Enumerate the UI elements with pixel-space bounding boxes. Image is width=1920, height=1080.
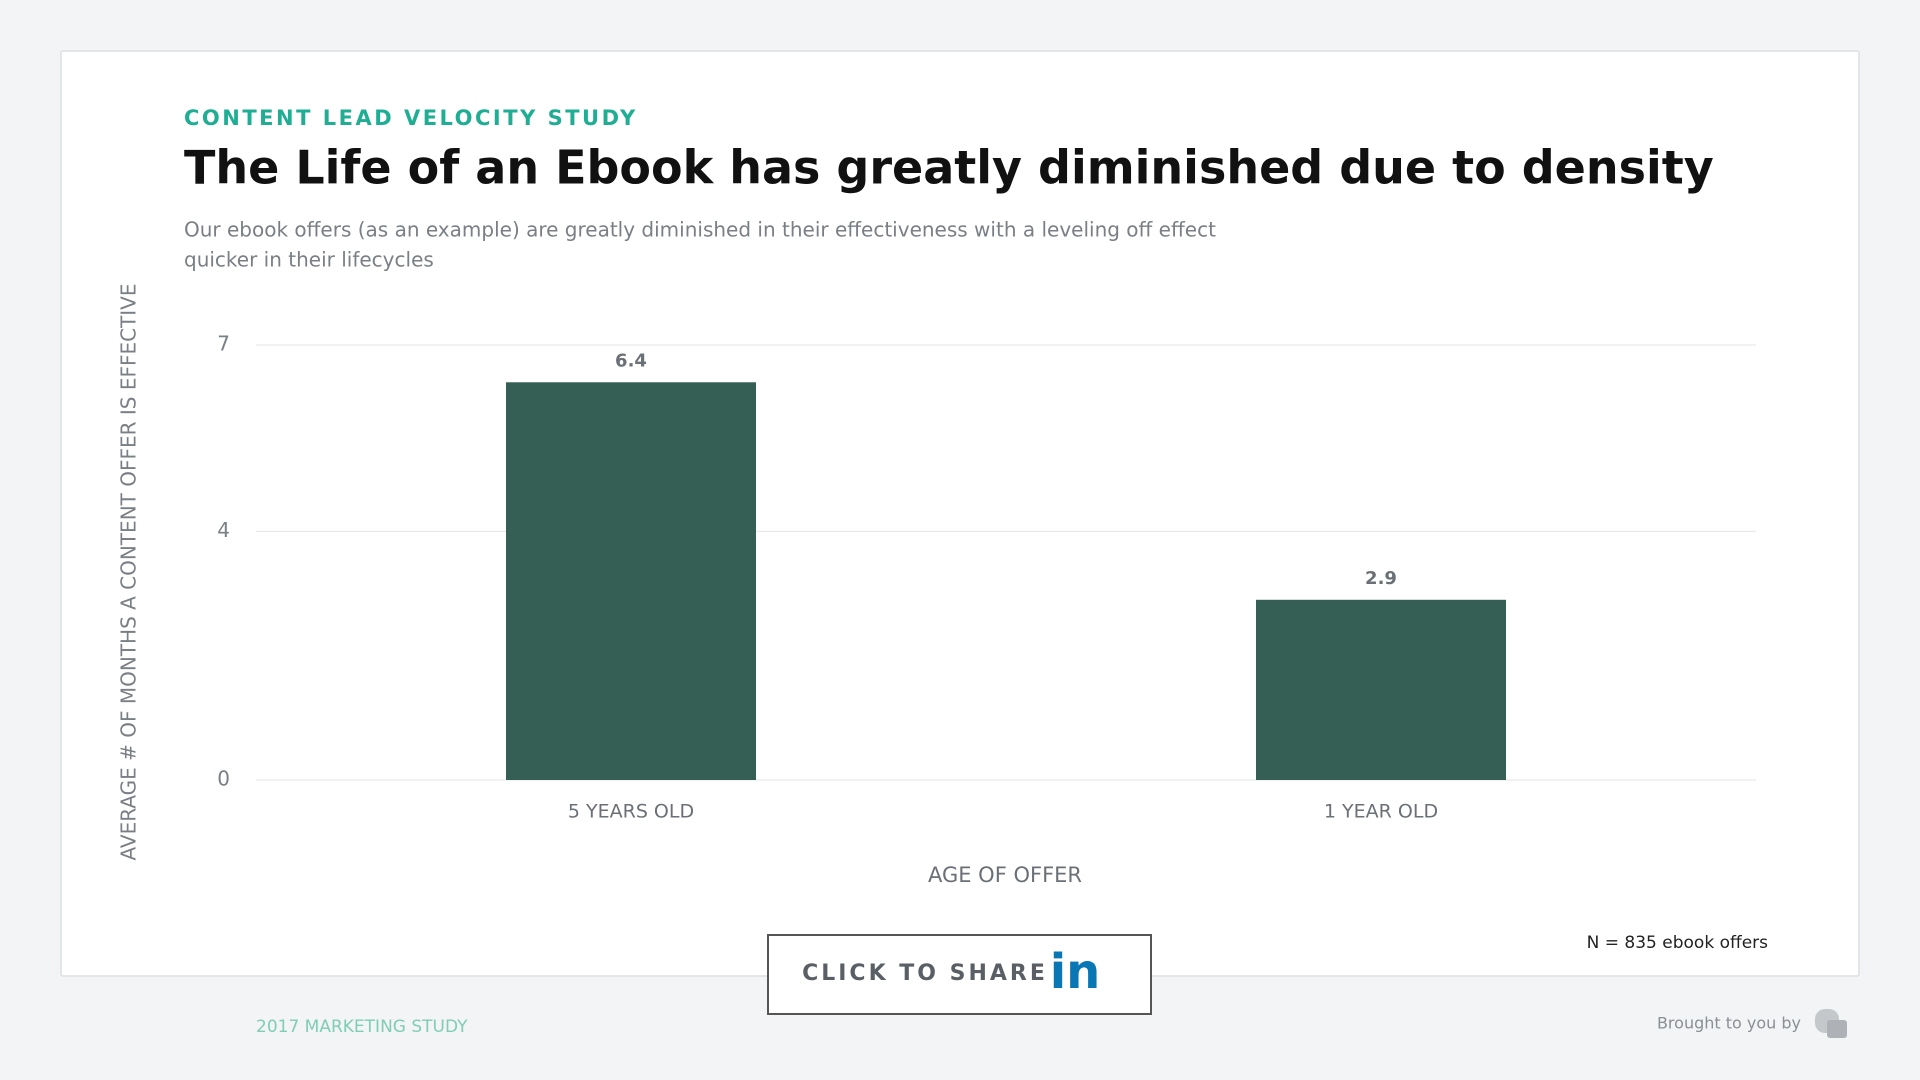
subtitle: Our ebook offers (as an example) are gre…	[184, 218, 1216, 242]
x-tick-label: 5 YEARS OLD	[568, 801, 694, 823]
linkedin-icon[interactable]: in	[1050, 944, 1101, 1000]
footer-right: Brought to you by	[1657, 1014, 1801, 1033]
chart-title: The Life of an Ebook has greatly diminis…	[184, 141, 1714, 195]
y-tick-label: 0	[217, 767, 230, 791]
data-label: 2.9	[1365, 568, 1397, 589]
data-label: 6.4	[615, 350, 647, 371]
y-tick-label: 4	[217, 518, 230, 542]
y-axis-label: AVERAGE # OF MONTHS A CONTENT OFFER IS E…	[117, 284, 141, 861]
footer-left: 2017 MARKETING STUDY	[256, 1017, 468, 1037]
share-button[interactable]	[767, 934, 1152, 1015]
bar	[1256, 599, 1506, 780]
bar	[506, 382, 756, 780]
y-tick-label: 7	[217, 332, 230, 356]
share-label[interactable]: CLICK TO SHARE	[802, 961, 1048, 986]
brand-logo	[1815, 1009, 1847, 1038]
subtitle: quicker in their lifecycles	[184, 248, 434, 272]
x-tick-label: 1 YEAR OLD	[1324, 801, 1438, 823]
note: N = 835 ebook offers	[1587, 933, 1768, 953]
x-axis-label: AGE OF OFFER	[928, 863, 1082, 887]
kicker: CONTENT LEAD VELOCITY STUDY	[184, 106, 638, 130]
